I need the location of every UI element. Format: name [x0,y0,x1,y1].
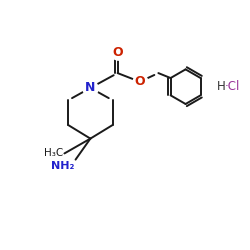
Text: ·Cl: ·Cl [225,80,240,93]
Text: H: H [216,80,225,93]
Text: N: N [85,82,96,94]
Text: H₃C: H₃C [44,148,63,158]
Text: O: O [134,75,145,88]
Text: O: O [112,46,123,59]
Text: NH₂: NH₂ [51,161,74,171]
